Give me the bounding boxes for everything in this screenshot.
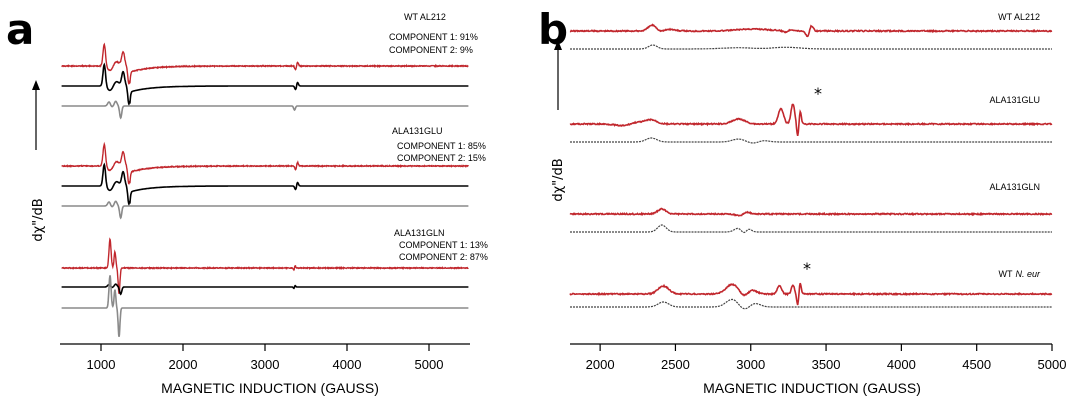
panel-a-traces (61, 42, 469, 337)
trace-a2-component1 (61, 162, 469, 207)
trace-a3-component2 (61, 275, 469, 337)
trace-label-1: WT AL212 (998, 12, 1040, 22)
panel-b: b 2000 2500 3000 3500 4000 4500 5000 MAGNETIC … (538, 5, 1066, 396)
trace-label-4-main: WT (998, 269, 1012, 279)
panel-b-tick-label-2500: 2500 (661, 357, 690, 372)
group2-component2: COMPONENT 2: 15% (397, 153, 486, 163)
panel-a-tick-label-1000: 1000 (87, 357, 116, 372)
panel-a-xlabel: MAGNETIC INDUCTION (GAUSS) (161, 380, 379, 396)
trace-b2-simulation (570, 137, 1052, 144)
trace-b1-simulation (570, 44, 1052, 50)
trace-label-3: ALA131GLN (989, 182, 1040, 192)
panel-b-tick-label-3000: 3000 (736, 357, 765, 372)
trace-a1-component2 (61, 100, 469, 120)
group2-component1: COMPONENT 1: 85% (397, 141, 486, 151)
panel-a-ylabel: dχ"/dB (31, 198, 46, 241)
trace-label-4-italic: N. eur (1015, 269, 1041, 279)
trace-a3-fit (61, 237, 469, 294)
panel-b-tick-label-5000: 5000 (1038, 357, 1067, 372)
trace-b4-simulation (570, 298, 1052, 310)
panel-a-ylabel-group: dχ"/dB (31, 80, 46, 242)
trace-a1-component1 (61, 62, 469, 107)
panel-a-ticks: 1000 2000 3000 4000 5000 (87, 344, 444, 372)
trace-b2-spectrum (569, 103, 1053, 137)
panel-a: a 1000 2000 3000 4000 5000 MAGNETIC INDUCTIO… (6, 5, 488, 396)
panel-a-tick-label-3000: 3000 (251, 357, 280, 372)
panel-a-tick-label-5000: 5000 (415, 357, 444, 372)
panel-a-letter: a (6, 5, 34, 54)
panel-b-ylabel-group: dχ"/dB (551, 40, 566, 202)
trace-a2-fit (61, 141, 469, 185)
panel-a-tick-label-2000: 2000 (169, 357, 198, 372)
trace-a2-component2 (61, 200, 469, 220)
panel-b-xlabel: MAGNETIC INDUCTION (GAUSS) (703, 380, 921, 396)
trace-b4-spectrum (569, 282, 1053, 306)
panel-b-tick-label-4500: 4500 (962, 357, 991, 372)
panel-b-tick-label-2000: 2000 (586, 357, 615, 372)
trace-b3-simulation (570, 224, 1052, 234)
panel-b-y-arrowhead (554, 40, 562, 50)
trace-label-4: WT N. eur (998, 269, 1041, 279)
group-label-3: ALA131GLN (394, 228, 445, 238)
panel-b-tick-label-3500: 3500 (812, 357, 841, 372)
group1-component2: COMPONENT 2: 9% (389, 45, 473, 55)
group3-component2: COMPONENT 2: 87% (399, 252, 488, 262)
star-marker-2: * (803, 259, 811, 278)
group3-component1: COMPONENT 1: 13% (399, 240, 488, 250)
trace-b3-spectrum (569, 207, 1053, 217)
panel-b-letter: b (538, 5, 568, 54)
group1-component1: COMPONENT 1: 91% (389, 32, 478, 42)
group-label-1: WT AL212 (404, 12, 446, 22)
panel-a-tick-label-4000: 4000 (333, 357, 362, 372)
panel-b-traces (569, 23, 1053, 310)
trace-a1-fit (61, 42, 469, 85)
group-label-2: ALA131GLU (392, 126, 443, 136)
panel-a-annotations: WT AL212 COMPONENT 1: 91% COMPONENT 2: 9… (389, 12, 488, 262)
panel-b-ylabel: dχ"/dB (551, 158, 566, 201)
trace-label-2: ALA131GLU (989, 95, 1040, 105)
panel-b-tick-label-4000: 4000 (887, 357, 916, 372)
panel-b-labels: WT AL212 ALA131GLU ALA131GLN WT N. eur * … (803, 12, 1041, 279)
panel-a-y-arrowhead (32, 80, 40, 90)
star-marker-1: * (814, 84, 822, 103)
trace-a3-component1 (61, 283, 469, 296)
trace-b1-spectrum (569, 23, 1053, 38)
panel-b-ticks: 2000 2500 3000 3500 4000 4500 5000 (586, 344, 1067, 372)
